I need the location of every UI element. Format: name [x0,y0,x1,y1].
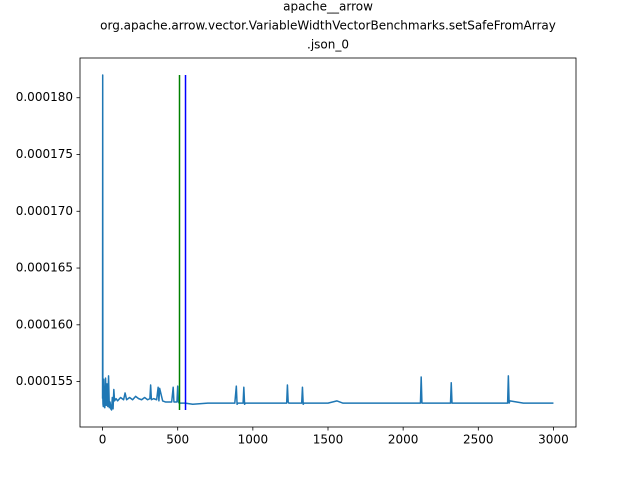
y-tick-label: 0.000155 [16,374,73,388]
x-tick-label: 1500 [313,433,344,447]
y-tick-label: 0.000175 [16,147,73,161]
data-line [101,74,554,411]
plot-frame [79,57,577,428]
y-tick-label: 0.000165 [16,261,73,275]
x-tick-label: 0 [99,433,107,447]
y-tick-label: 0.000160 [16,317,73,331]
x-tick-label: 3000 [538,433,569,447]
y-tick-label: 0.000170 [16,204,73,218]
x-tick-label: 1000 [238,433,269,447]
chart-title: org.apache.arrow.vector.VariableWidthVec… [100,19,556,33]
y-tick-label: 0.000180 [16,90,73,104]
x-tick-label: 2000 [388,433,419,447]
chart-title: .json_0 [307,38,349,52]
x-tick-label: 500 [166,433,189,447]
x-tick-label: 2500 [463,433,494,447]
chart-title: apache__arrow [283,0,373,14]
